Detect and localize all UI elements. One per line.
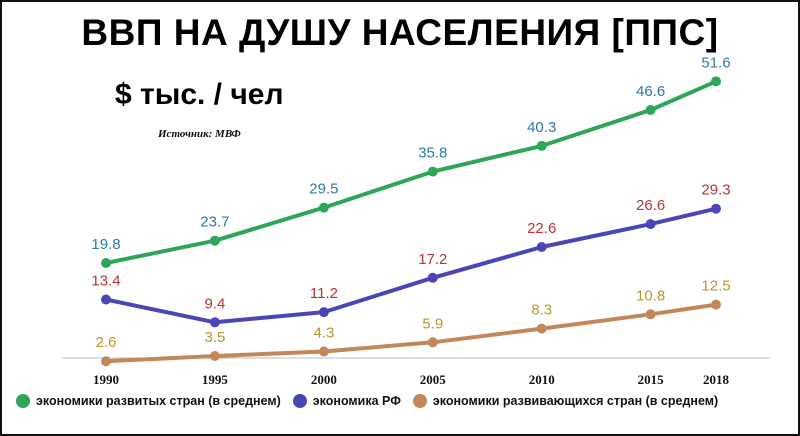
x-tick-label: 1990 [93, 372, 119, 387]
data-point-developing [645, 309, 656, 320]
source-note: Источник: МВФ [158, 128, 241, 140]
data-label-russia: 13.4 [91, 273, 120, 290]
data-label-developing: 8.3 [531, 302, 552, 319]
data-point-russia [209, 317, 220, 328]
data-label-developing: 10.8 [636, 287, 665, 304]
series-russia: 13.4 9.4 11.2 17.2 22.6 26.6 29.3 [91, 182, 731, 328]
legend-item-developing: экономики развивающихся стран (в среднем… [412, 394, 719, 408]
data-point-developed [536, 140, 547, 151]
data-label-developing: 4.3 [313, 325, 334, 342]
data-point-developed [101, 258, 111, 268]
data-label-developed: 40.3 [527, 119, 556, 136]
data-point-russia [536, 242, 547, 252]
series-line-developed [104, 79, 718, 265]
data-label-developed: 19.8 [91, 236, 120, 253]
data-label-russia: 17.2 [418, 251, 447, 268]
legend: экономики развитых стран (в среднем) эко… [16, 394, 730, 408]
legend-label-developed: экономики развитых стран (в среднем) [36, 394, 281, 408]
data-label-developed: 29.5 [309, 181, 338, 198]
x-tick-label: 2010 [529, 372, 555, 387]
x-tick-label: 2005 [420, 372, 447, 387]
series-line-developing [104, 302, 718, 364]
legend-dot-developing [412, 394, 427, 408]
data-point-developing [101, 356, 111, 367]
series-developed: 19.8 23.7 29.5 35.8 40.3 46.6 51.6 [91, 54, 731, 268]
data-point-developed [711, 76, 721, 87]
data-point-developed [645, 105, 656, 115]
legend-dot-russia [292, 394, 307, 408]
data-label-developing: 3.5 [204, 329, 225, 346]
data-point-developing [536, 323, 547, 334]
data-point-developed [427, 166, 438, 177]
data-label-developed: 51.6 [701, 54, 730, 71]
data-label-russia: 9.4 [204, 295, 225, 312]
x-tick-label: 2015 [638, 372, 665, 387]
data-point-russia [711, 203, 721, 214]
data-label-developing: 2.6 [96, 334, 117, 351]
data-point-developing [711, 299, 721, 310]
data-label-developing: 5.9 [422, 315, 443, 332]
data-point-russia [427, 272, 438, 283]
legend-item-russia: экономика РФ [292, 394, 401, 408]
data-point-developed [318, 202, 329, 213]
data-label-developed: 23.7 [200, 214, 229, 231]
series-developing: 2.6 3.5 4.3 5.9 8.3 10.8 12.5 [96, 278, 731, 367]
data-label-developing: 12.5 [701, 278, 730, 295]
data-label-russia: 11.2 [310, 285, 338, 302]
data-point-russia [318, 307, 329, 318]
x-tick-label: 1995 [202, 372, 229, 387]
data-point-russia [101, 294, 111, 305]
data-point-developing [427, 337, 438, 348]
data-label-russia: 26.6 [636, 197, 665, 214]
legend-label-russia: экономика РФ [312, 394, 401, 408]
x-tick-labels: 1990 1995 2000 2005 2010 2015 2018 [93, 372, 730, 387]
data-point-developing [209, 351, 220, 361]
data-point-developing [318, 346, 329, 357]
line-chart: 19.823.729.535.840.346.651.613.49.411.21… [62, 54, 770, 387]
data-label-developed: 35.8 [418, 145, 447, 162]
x-tick-label: 2000 [311, 372, 337, 387]
unit-label: $ тыс. / чел [115, 78, 284, 111]
x-tick-label: 2018 [703, 372, 730, 387]
data-label-developed: 46.6 [636, 83, 665, 100]
series-layer: 19.823.729.535.840.346.651.613.49.411.21… [91, 54, 731, 367]
data-label-russia: 29.3 [701, 182, 730, 199]
data-point-russia [645, 219, 656, 230]
chart-title: ВВП НА ДУШУ НАСЕЛЕНИЯ [ППС] [81, 12, 719, 53]
data-point-developed [209, 235, 220, 246]
legend-item-developed: экономики развитых стран (в среднем) [16, 394, 281, 408]
series-line-russia [104, 206, 718, 325]
data-label-russia: 22.6 [527, 220, 556, 237]
legend-dot-developed [16, 394, 30, 408]
legend-label-developing: экономики развивающихся стран (в среднем… [432, 394, 719, 408]
